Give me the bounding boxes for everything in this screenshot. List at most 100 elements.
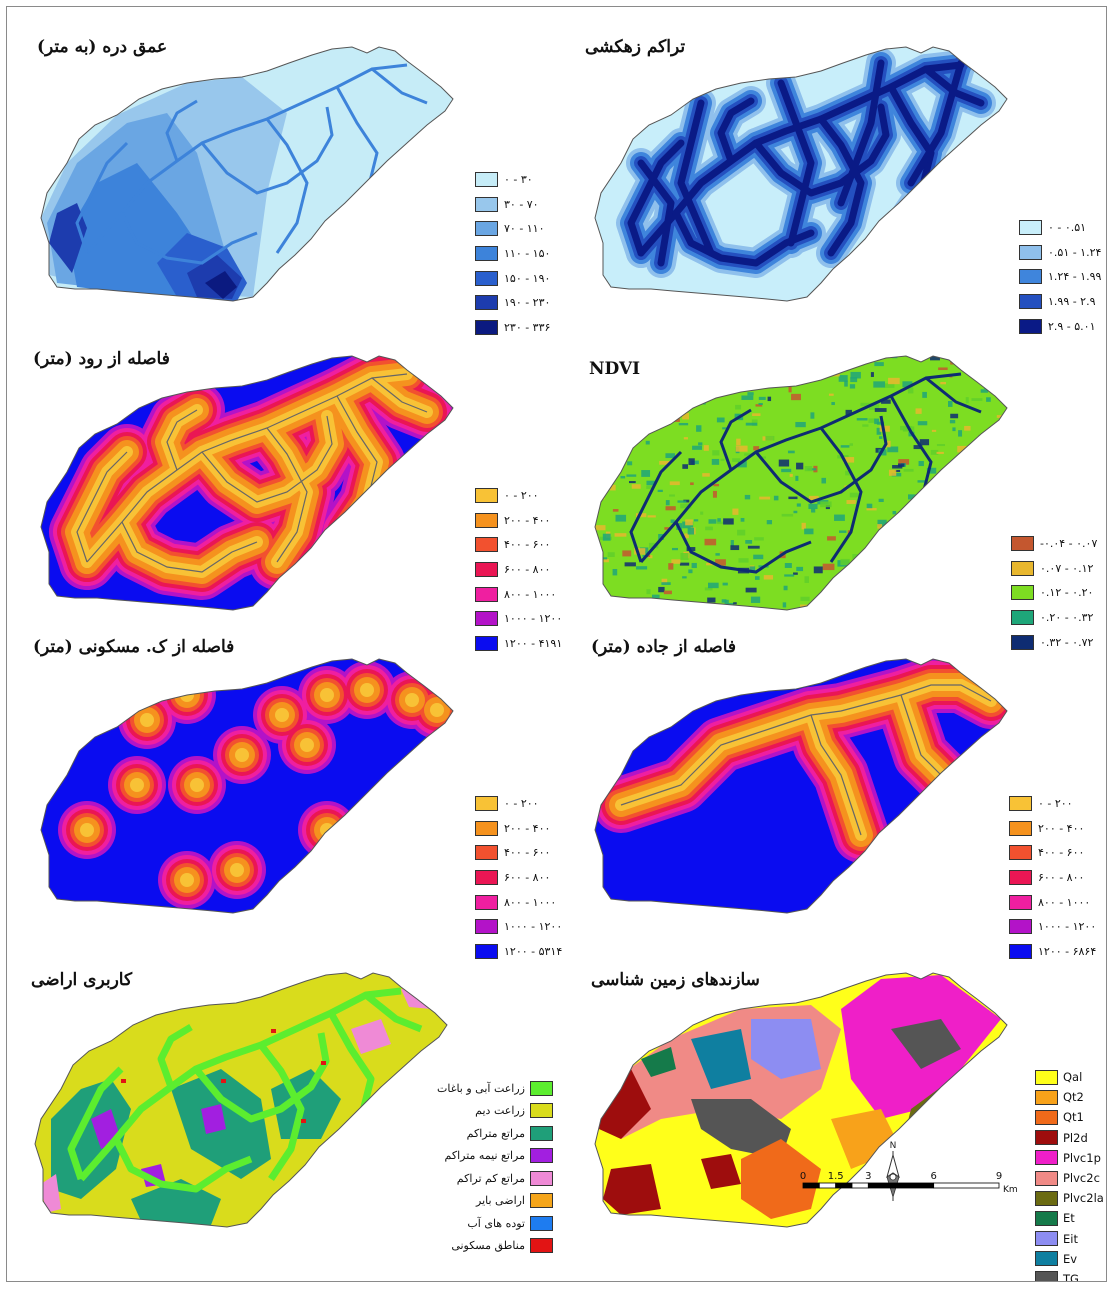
legend-swatch [1009,919,1032,935]
legend-swatch [1009,869,1032,885]
legend-item: ۲۰۰ - ۴۰۰ [1009,816,1096,841]
legend-item: ۴۰۰ - ۶۰۰ [1009,840,1096,865]
legend-swatch [475,295,498,311]
legend-item: ۶۰۰ - ۸۰۰ [475,865,562,890]
legend-swatch [530,1193,553,1209]
legend-swatch [475,245,498,261]
legend-swatch [475,537,498,553]
legend-item: ۱۰۰۰ - ۱۲۰۰ [475,914,562,939]
distance-road-legend: ۰ - ۲۰۰ ۲۰۰ - ۴۰۰ ۴۰۰ - ۶۰۰ ۶۰۰ - ۸۰۰ ۸۰۰ - … [1009,791,1096,964]
legend-label: -۰.۰۴ - ۰.۰۷ [1040,536,1098,550]
scale-tick-label: 0 [800,1171,806,1182]
legend-label: Et [1063,1211,1075,1226]
legend-item: Plvc1p [1035,1148,1104,1168]
legend-swatch [475,845,498,861]
legend-item: مراتع نیمه متراکم [421,1145,553,1168]
legend-item: ۲.۹ - ۵.۰۱ [1019,314,1101,339]
legend-label: Qt1 [1063,1110,1084,1125]
ndvi-title: NDVI [589,359,641,379]
legend-label: ۲۰۰ - ۴۰۰ [504,821,551,835]
legend-swatch [1011,560,1034,576]
legend-label: TG [1063,1271,1079,1282]
legend-swatch [475,820,498,836]
land-use-legend: زراعت آبی و باغات زراعت دیم مراتع متراکم مر… [421,1077,553,1257]
legend-item: ۶۰۰ - ۸۰۰ [1009,865,1096,890]
legend-swatch [1009,845,1032,861]
legend-item: ۱۲۰۰ - ۵۳۱۴ [475,939,562,964]
legend-swatch [1035,1190,1058,1206]
legend-item: ۸۰۰ - ۱۰۰۰ [475,582,562,607]
legend-item: TG [1035,1269,1104,1282]
legend-swatch [475,869,498,885]
legend-label: ۲.۹ - ۵.۰۱ [1048,319,1096,333]
legend-swatch [475,894,498,910]
north-label: N [890,1141,897,1151]
legend-item: مراتع کم تراکم [421,1167,553,1190]
legend-label: ۳۰ - ۷۰ [504,197,539,211]
legend-swatch [475,795,498,811]
legend-label: مناطق مسکونی [451,1239,525,1253]
legend-item: ۰ - ۲۰۰ [475,791,562,816]
geology-title: سازندهای زمین شناسی [591,970,760,990]
legend-label: Plvc2c [1063,1171,1100,1186]
legend-item: ۱۵۰ - ۱۹۰ [475,266,550,291]
legend-swatch [475,919,498,935]
legend-label: ۱۱۰ - ۱۵۰ [504,246,551,260]
legend-label: زراعت دیم [475,1104,525,1118]
legend-item: ۱۹۰ - ۲۳۰ [475,290,550,315]
legend-item: ۰ - ۲۰۰ [1009,791,1096,816]
legend-item: Qal [1035,1067,1104,1087]
legend-item: ۶۰۰ - ۸۰۰ [475,557,562,582]
legend-label: Eit [1063,1231,1078,1246]
legend-label: توده های آب [467,1216,525,1230]
legend-item: ۱.۲۴ - ۱.۹۹ [1019,264,1101,289]
legend-label: ۴۰۰ - ۶۰۰ [504,846,551,860]
distance-settlement-title: فاصله از ک. مسکونی (متر) [33,637,235,657]
legend-item: ۱.۹۹ - ۲.۹ [1019,289,1101,314]
legend-label: Pl2d [1063,1130,1088,1145]
legend-label: زراعت آبی و باغات [436,1081,525,1095]
legend-label: ۰.۵۱ - ۱.۲۴ [1048,245,1102,259]
legend-label: ۶۰۰ - ۸۰۰ [504,562,551,576]
legend-swatch [475,319,498,335]
legend-item: ۱۱۰ - ۱۵۰ [475,241,550,266]
legend-label: ۰ - ۳۰ [504,172,533,186]
legend-item: اراضی بایر [421,1190,553,1213]
scale-tick-label: 1.5 [828,1171,844,1182]
legend-item: Eit [1035,1229,1104,1249]
distance-river-title: فاصله از رود (متر) [33,349,170,369]
legend-swatch [530,1238,553,1254]
legend-label: ۰ - ۰.۵۱ [1048,220,1087,234]
valley-depth-legend: ۰ - ۳۰ ۳۰ - ۷۰ ۷۰ - ۱۱۰ ۱۱۰ - ۱۵۰ ۱۵۰ - ۱۹۰ ۱… [475,167,550,340]
legend-swatch [530,1125,553,1141]
valley-depth-map [40,46,454,302]
legend-swatch [475,270,498,286]
legend-label: مراتع نیمه متراکم [444,1149,525,1163]
legend-swatch [530,1148,553,1164]
legend-item: Et [1035,1208,1104,1228]
legend-swatch [475,487,498,503]
legend-label: ۰.۱۲ - ۰.۲۰ [1040,586,1094,600]
scale-tick-label: 6 [930,1171,936,1182]
distance-river-legend: ۰ - ۲۰۰ ۲۰۰ - ۴۰۰ ۴۰۰ - ۶۰۰ ۶۰۰ - ۸۰۰ ۸۰۰ - … [475,483,562,656]
legend-label: ۱۵۰ - ۱۹۰ [504,271,551,285]
legend-item: Ev [1035,1249,1104,1269]
legend-swatch [1035,1271,1058,1281]
distance-river-map [40,355,454,611]
valley-depth-title: عمق دره (به متر) [37,37,168,57]
legend-label: Qal [1063,1070,1083,1085]
distance-settlement-legend: ۰ - ۲۰۰ ۲۰۰ - ۴۰۰ ۴۰۰ - ۶۰۰ ۶۰۰ - ۸۰۰ ۸۰۰ - … [475,791,562,964]
legend-label: ۰.۰۷ - ۰.۱۲ [1040,561,1094,575]
legend-item: توده های آب [421,1212,553,1235]
legend-swatch [475,561,498,577]
legend-label: ۰.۳۲ - ۰.۷۲ [1040,635,1094,649]
legend-swatch [1019,318,1042,334]
ndvi-legend: -۰.۰۴ - ۰.۰۷ ۰.۰۷ - ۰.۱۲ ۰.۱۲ - ۰.۲۰ ۰.۲۰ -… [1011,531,1097,654]
legend-item: Plvc2c [1035,1168,1104,1188]
land-use-title: کاربری اراضی [31,970,133,990]
scale-segment [933,1182,1000,1189]
legend-label: ۱.۹۹ - ۲.۹ [1048,294,1096,308]
legend-item: زراعت آبی و باغات [421,1077,553,1100]
legend-label: ۶۰۰ - ۸۰۰ [504,870,551,884]
legend-swatch [530,1080,553,1096]
